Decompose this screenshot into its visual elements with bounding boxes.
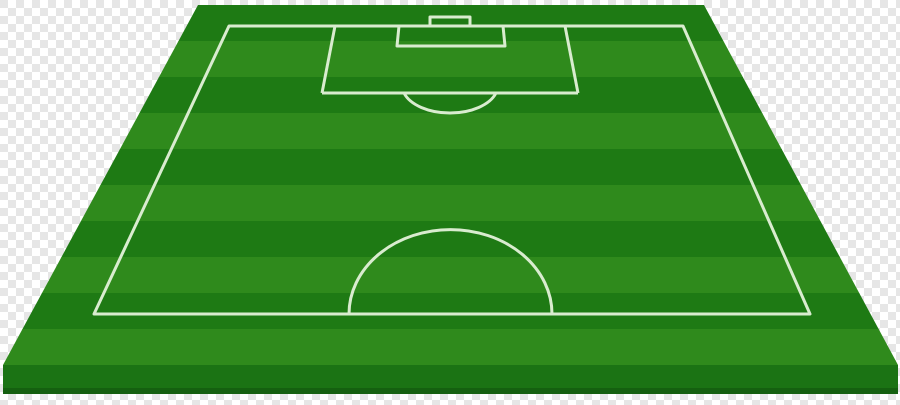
grass-stripe xyxy=(3,329,898,365)
pitch-slab-front xyxy=(3,365,898,394)
penalty-box-right-line xyxy=(563,25,580,94)
grass-stripe xyxy=(3,293,898,330)
center-circle-half xyxy=(347,228,554,315)
grass-stripe xyxy=(3,149,898,186)
goal-frame xyxy=(428,15,472,28)
grass-stripe xyxy=(3,113,898,150)
pitch-slab-bottom-edge xyxy=(3,388,898,394)
pitch-markings xyxy=(92,15,812,316)
grass-stripe xyxy=(3,185,898,222)
grass-stripe xyxy=(3,257,898,294)
penalty-box-left-line xyxy=(320,25,337,94)
penalty-arc xyxy=(402,92,498,115)
grass-stripe xyxy=(3,221,898,258)
